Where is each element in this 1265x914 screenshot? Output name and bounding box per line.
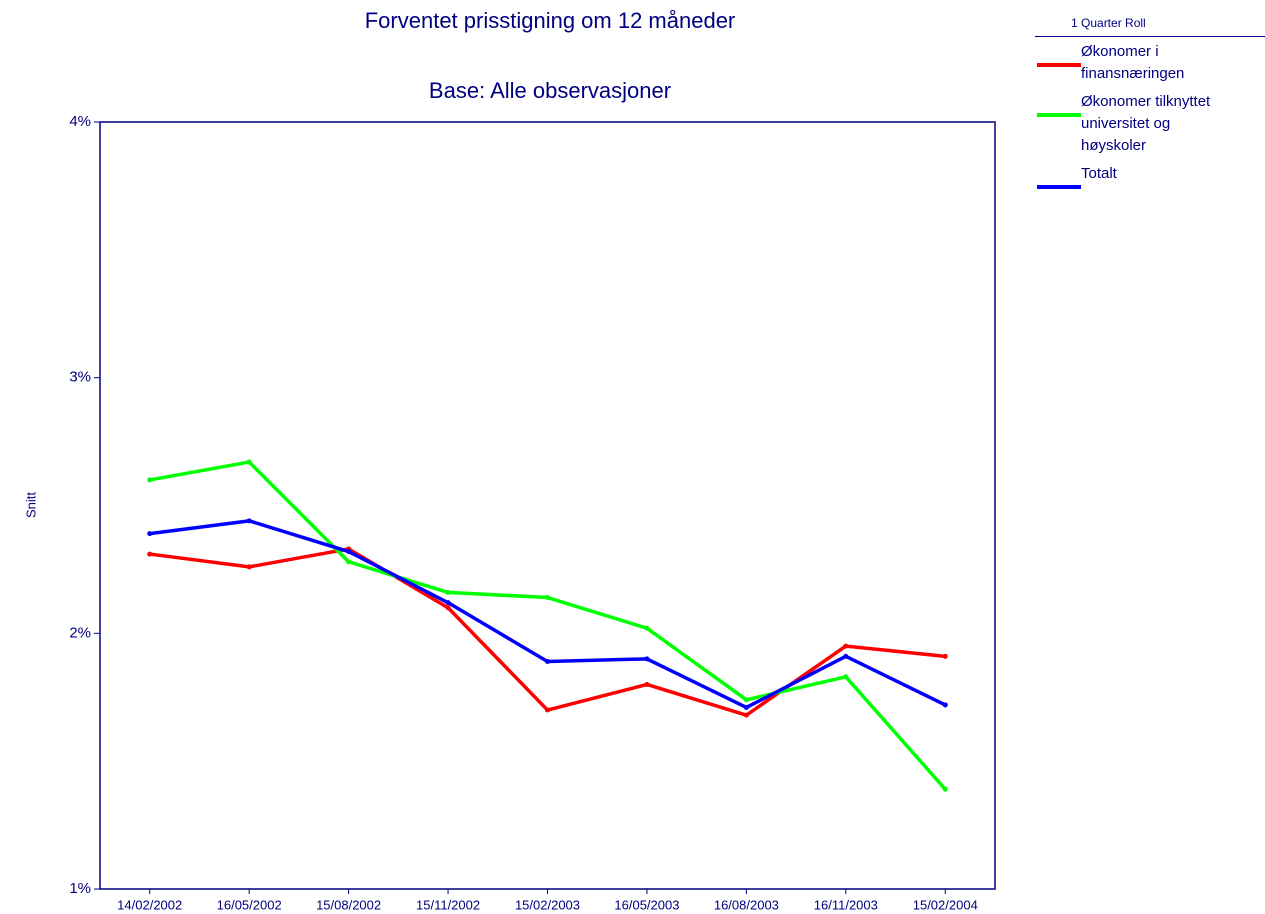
point <box>942 702 948 708</box>
legend: 1 Quarter Roll Økonomer i finansnæringen… <box>1035 10 1265 191</box>
point <box>246 564 252 570</box>
point <box>843 674 849 680</box>
x-tick-label: 15/08/2002 <box>316 897 381 912</box>
point <box>743 712 749 718</box>
point <box>147 477 153 483</box>
point <box>843 643 849 649</box>
point <box>445 589 451 595</box>
x-tick-label: 16/11/2003 <box>814 897 878 912</box>
x-tick-label: 15/11/2002 <box>416 897 480 912</box>
legend-item: Totalt <box>1035 163 1265 189</box>
series-line <box>149 519 947 710</box>
chart-subtitle: Base: Alle observasjoner <box>429 78 671 103</box>
legend-label: Totalt <box>1081 165 1117 182</box>
point <box>445 600 451 606</box>
point <box>942 653 948 659</box>
y-tick-label: 4% <box>69 113 91 130</box>
point <box>246 459 252 465</box>
y-axis-label: Snitt <box>23 492 38 518</box>
x-tick-label: 15/02/2004 <box>913 897 978 912</box>
series-line <box>149 460 947 791</box>
legend-title: 1 Quarter Roll <box>1035 10 1265 37</box>
point <box>644 625 650 631</box>
series-line <box>149 547 946 717</box>
y-tick-label: 2% <box>69 624 91 641</box>
legend-label: Økonomer tilknyttet universitet og høysk… <box>1081 93 1211 154</box>
legend-swatch <box>1037 63 1081 67</box>
point <box>942 786 948 792</box>
point <box>545 707 550 713</box>
legend-label: Økonomer i finansnæringen <box>1081 43 1185 82</box>
point <box>346 549 352 555</box>
y-tick-label: 1% <box>69 880 91 897</box>
point <box>246 518 252 524</box>
x-tick-label: 14/02/2002 <box>117 897 182 912</box>
point <box>147 551 153 557</box>
legend-swatch <box>1037 113 1081 117</box>
point <box>743 697 749 703</box>
point <box>644 656 650 662</box>
chart-title: Forventet prisstigning om 12 måneder <box>365 8 736 33</box>
point <box>843 653 849 659</box>
point <box>545 658 550 664</box>
x-tick-label: 15/02/2003 <box>515 897 580 912</box>
x-tick-label: 16/05/2003 <box>614 897 679 912</box>
point <box>545 595 550 601</box>
legend-item: Økonomer i finansnæringen <box>1035 41 1265 85</box>
point <box>147 531 153 537</box>
point <box>445 605 451 611</box>
legend-item: Økonomer tilknyttet universitet og høysk… <box>1035 91 1265 157</box>
x-tick-label: 16/08/2003 <box>714 897 779 912</box>
point <box>346 559 352 565</box>
legend-swatch <box>1037 185 1081 189</box>
point <box>743 704 749 710</box>
x-tick-label: 16/05/2002 <box>217 897 282 912</box>
y-tick-label: 3% <box>69 369 91 386</box>
plot-frame <box>99 121 996 890</box>
point <box>644 681 650 687</box>
